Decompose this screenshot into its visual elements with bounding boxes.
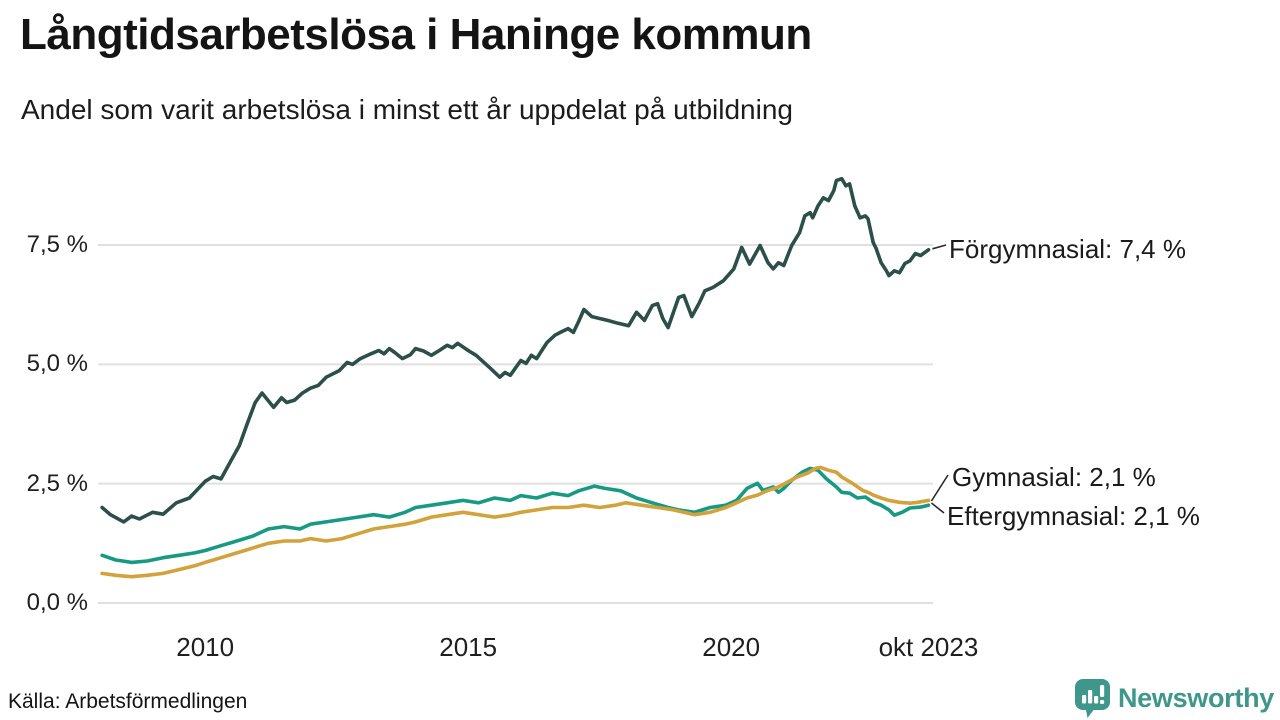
series-end-label-eftergymnasial: Eftergymnasial: 2,1 % bbox=[947, 501, 1200, 531]
annotation-leader-line bbox=[932, 244, 947, 250]
y-axis-tick-label: 0,0 % bbox=[26, 589, 88, 616]
series-end-label-forgymnasial: Förgymnasial: 7,4 % bbox=[949, 234, 1186, 264]
x-axis-tick-label: 2015 bbox=[439, 632, 498, 662]
x-axis-tick-label: 2020 bbox=[702, 632, 761, 662]
newsworthy-logo: Newsworthy bbox=[1074, 678, 1274, 719]
annotation-leader-line bbox=[930, 474, 949, 502]
chart-title: Långtidsarbetslösa i Haninge kommun bbox=[20, 10, 812, 59]
y-axis-tick-label: 7,5 % bbox=[26, 231, 88, 259]
x-axis-tick-label: 2010 bbox=[176, 632, 235, 662]
series-line-gymnasial bbox=[100, 466, 931, 565]
y-axis-tick-label: 2,5 % bbox=[26, 469, 88, 497]
newsworthy-logo-icon bbox=[1074, 679, 1110, 718]
series-line-frgymnasial bbox=[100, 176, 931, 524]
chart-subtitle: Andel som varit arbetslösa i minst ett å… bbox=[21, 94, 793, 125]
newsworthy-wordmark: Newsworthy bbox=[1117, 683, 1274, 713]
y-axis-tick-label: 5,0 % bbox=[26, 350, 88, 378]
x-axis-tick-label: okt 2023 bbox=[878, 632, 979, 662]
series-end-label-gymnasial: Gymnasial: 2,1 % bbox=[952, 462, 1156, 492]
annotation-leader-line bbox=[930, 502, 945, 514]
source-note: Källa: Arbetsförmedlingen bbox=[8, 690, 248, 713]
series-line-eftergymnasial bbox=[100, 465, 931, 579]
